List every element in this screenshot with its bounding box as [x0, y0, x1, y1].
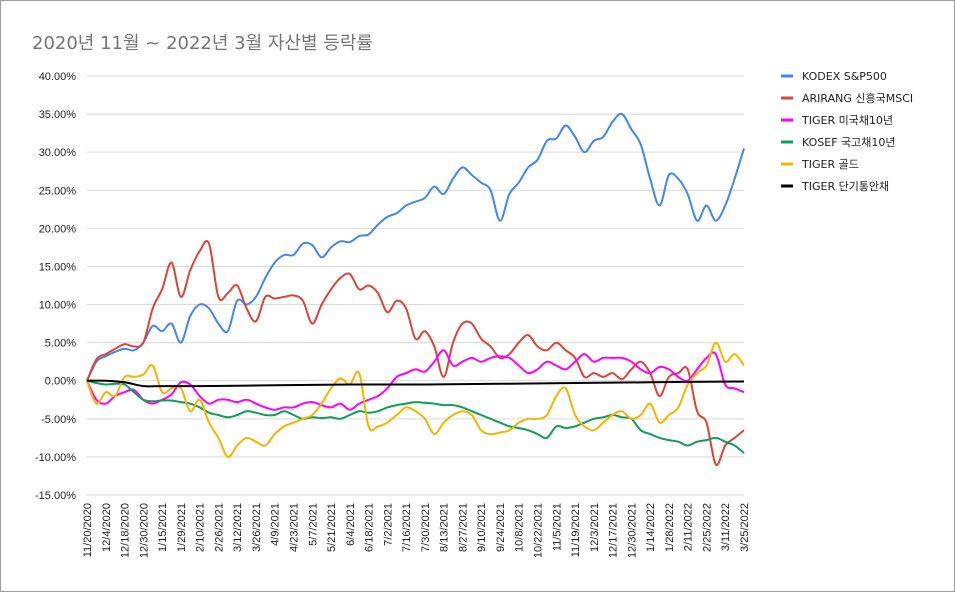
y-tick-label: 5.00%	[45, 338, 76, 350]
legend-entry: TIGER 골드	[801, 158, 859, 171]
x-tick-label: 6/4/2021	[345, 503, 357, 546]
series-line-5	[86, 379, 745, 388]
legend-entry: TIGER 미국채10년	[801, 114, 893, 127]
series-line-2	[86, 349, 745, 411]
y-tick-label: 0.00%	[45, 376, 76, 388]
x-tick-label: 9/10/2021	[476, 503, 488, 552]
x-tick-label: 11/5/2021	[551, 503, 563, 551]
x-tick-label: 7/30/2021	[420, 503, 432, 552]
x-tick-label: 1/14/2022	[645, 503, 657, 552]
x-tick-label: 12/3/2021	[589, 503, 601, 552]
y-tick-label: 40.00%	[39, 71, 77, 83]
chart-title: 2020년 11월 ~ 2022년 3월 자산별 등락률	[32, 33, 373, 54]
x-tick-label: 3/25/2022	[739, 503, 751, 552]
series-line-4	[86, 341, 745, 458]
x-tick-label: 11/20/2020	[82, 503, 94, 557]
y-tick-label: 25.00%	[39, 185, 77, 197]
y-tick-label: 15.00%	[39, 261, 77, 273]
y-tick-label: 10.00%	[39, 300, 77, 312]
x-tick-label: 12/17/2021	[608, 503, 620, 558]
x-tick-label: 12/18/2020	[120, 503, 132, 558]
x-tick-label: 8/27/2021	[457, 503, 469, 552]
x-tick-label: 2/10/2021	[195, 503, 207, 552]
x-tick-label: 8/13/2021	[439, 503, 451, 552]
x-tick-label: 5/7/2021	[307, 503, 319, 546]
legend-entry: ARIRANG 신흥국MSCI	[802, 91, 913, 105]
x-tick-label: 1/15/2021	[157, 503, 169, 552]
x-tick-label: 4/9/2021	[270, 503, 282, 546]
x-tick-label: 1/29/2021	[176, 503, 188, 552]
legend-entry: KODEX S&P500	[802, 70, 887, 83]
x-tick-label: 5/21/2021	[326, 503, 338, 552]
x-axis-labels: 11/20/2020 12/4/2020 12/18/2020 12/30/2020 1…	[82, 503, 751, 558]
x-tick-label: 12/4/2020	[101, 503, 113, 552]
x-tick-label: 9/24/2021	[495, 503, 507, 552]
y-tick-label: 35.00%	[39, 109, 77, 121]
x-tick-label: 10/8/2021	[514, 503, 526, 552]
y-tick-label: -10.00%	[35, 452, 76, 464]
y-tick-label: 20.00%	[39, 223, 77, 235]
x-tick-label: 1/28/2022	[664, 503, 676, 552]
y-tick-label: -15.00%	[35, 490, 76, 502]
x-tick-label: 2/26/2021	[213, 503, 225, 552]
x-tick-label: 10/22/2021	[533, 503, 545, 558]
x-tick-label: 12/30/2021	[626, 503, 638, 558]
x-tick-label: 3/12/2021	[232, 503, 244, 552]
y-tick-label: -5.00%	[41, 414, 76, 426]
y-axis-labels: 40.00% 35.00% 30.00% 25.00% 20.00% 15.00% 10.0…	[35, 71, 76, 502]
x-tick-label: 4/23/2021	[288, 503, 300, 552]
y-tick-label: 30.00%	[39, 147, 77, 159]
series-line-3	[86, 379, 745, 454]
x-tick-label: 3/11/2022	[720, 503, 732, 551]
x-tick-label: 2/11/2022	[683, 503, 695, 551]
legend: KODEX S&P500 ARIRANG 신흥국MSCI TIGER 미국채10년 K…	[781, 70, 913, 193]
gridlines	[87, 75, 744, 496]
series-line-0	[86, 112, 745, 382]
series-lines	[86, 112, 745, 466]
x-tick-label: 3/26/2021	[251, 503, 263, 552]
x-tick-label: 11/19/2021	[570, 503, 582, 557]
x-tick-label: 12/30/2020	[138, 503, 150, 558]
x-tick-label: 7/16/2021	[401, 503, 413, 552]
x-tick-label: 2/25/2022	[701, 503, 713, 552]
legend-entry: KOSEF 국고채10년	[802, 136, 896, 149]
x-tick-label: 7/2/2021	[382, 503, 394, 546]
series-line-1	[86, 239, 745, 466]
x-tick-label: 6/18/2021	[364, 503, 376, 552]
legend-entry: TIGER 단기통안채	[801, 180, 889, 193]
